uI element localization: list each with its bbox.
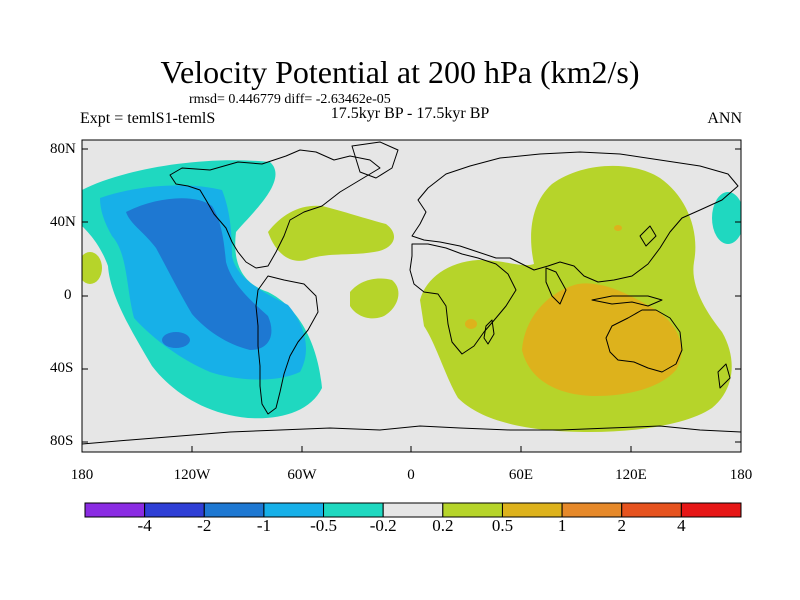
colorbar-label: 0.5 <box>491 516 514 535</box>
colorbar-label: 2 <box>617 516 626 535</box>
lat-label-40n: 40N <box>50 214 76 230</box>
plot-title: Velocity Potential at 200 hPa (km2/s) <box>160 54 640 90</box>
colorbar-label: -1 <box>256 516 271 535</box>
colorbar-swatch <box>621 502 682 518</box>
lon-label-120e: 120E <box>615 467 647 483</box>
region-indian-pos-mid <box>522 283 682 396</box>
colorbar-swatch <box>561 502 623 518</box>
colorbar-swatch <box>442 502 503 518</box>
lat-label-40s: 40S <box>50 360 74 376</box>
region-pacific-neg-strong-2 <box>162 332 190 348</box>
coast-japan <box>639 225 657 247</box>
colorbar-label: -0.2 <box>369 516 397 535</box>
region-eastpacific-neg-weak <box>712 192 741 244</box>
colorbar-label: -4 <box>137 516 152 535</box>
coast-africa <box>409 243 517 355</box>
coast-madagascar <box>483 319 495 345</box>
lon-label-60e: 60E <box>508 467 534 483</box>
lat-label-0: 0 <box>64 287 72 303</box>
region-atlantic-pos-weak <box>268 205 395 261</box>
colorbar-label: 1 <box>557 516 567 535</box>
region-africa-pos-mid <box>465 319 477 329</box>
colorbar-swatch <box>501 502 563 518</box>
region-pacific-neg-strong <box>126 198 272 350</box>
colorbar-swatch <box>382 502 444 518</box>
colorbar-label: 4 <box>677 516 686 535</box>
season-label: ANN <box>707 110 742 127</box>
lon-label-120w: 120W <box>173 467 211 483</box>
colorbar-swatch <box>203 502 265 518</box>
coast-antarctica <box>82 425 741 445</box>
coast-north-america <box>169 149 381 269</box>
experiment-label: Expt = temlS1-temlS <box>80 110 216 127</box>
colorbar-swatch <box>144 502 205 518</box>
lon-label-180e: 180 <box>729 467 753 483</box>
coast-australia <box>605 309 683 373</box>
colorbar-label: -0.5 <box>310 516 337 535</box>
coast-south-america <box>255 275 319 415</box>
colorbar-swatch <box>323 502 384 518</box>
region-pacific-pos-edge <box>82 252 102 284</box>
colorbar-label: 0.2 <box>432 516 454 535</box>
lon-label-60w: 60W <box>287 467 317 483</box>
colorbar <box>84 502 742 518</box>
colorbar-swatch <box>263 502 325 518</box>
lon-label-180w: 180 <box>70 467 94 483</box>
coast-eurasia <box>411 151 739 283</box>
coast-newzealand <box>717 363 731 389</box>
lat-label-80s: 80S <box>50 433 74 449</box>
lon-label-0: 0 <box>407 467 415 483</box>
colorbar-swatch <box>680 502 742 518</box>
stats-line: rmsd= 0.446779 diff= -2.63462e-05 <box>189 92 391 107</box>
region-asia-pos-mid <box>614 225 622 231</box>
colorbar-swatch <box>84 502 146 518</box>
map-frame <box>81 139 742 453</box>
coast-greenland <box>351 141 399 179</box>
ticks <box>82 148 741 452</box>
coastlines <box>82 141 741 445</box>
region-southatlantic-pos-weak <box>350 278 399 319</box>
period-label: 17.5kyr BP - 17.5kyr BP <box>330 105 490 122</box>
coast-indonesia <box>591 295 663 307</box>
colorbar-label: -2 <box>197 516 212 535</box>
coast-india <box>545 267 567 305</box>
lat-label-80n: 80N <box>50 141 76 157</box>
